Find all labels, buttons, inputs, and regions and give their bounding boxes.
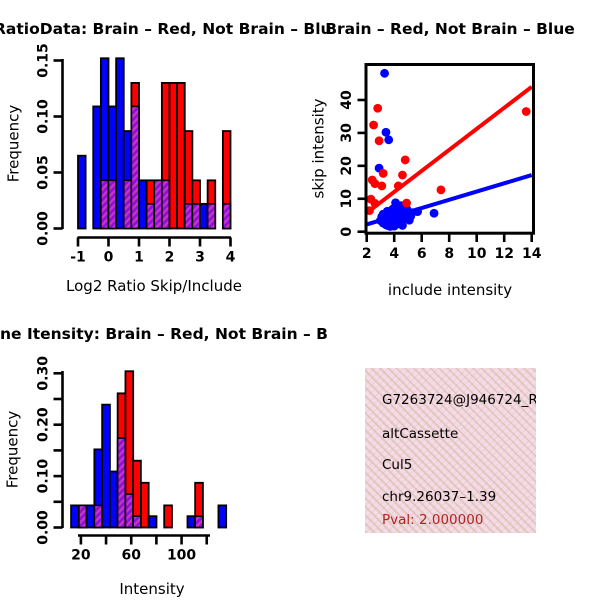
svg-text:40: 40 — [339, 90, 355, 110]
scatter-ylabel: skip intensity — [309, 98, 328, 199]
svg-text:0.10: 0.10 — [36, 99, 52, 134]
hist1-title: RatioData: Brain – Red, Not Brain – Blu — [0, 20, 332, 38]
svg-text:0.05: 0.05 — [36, 155, 52, 190]
svg-text:8: 8 — [444, 246, 454, 262]
info-locus: chr9.26037–1.39 — [382, 489, 497, 505]
hist1-xlabel: Log2 Ratio Skip/Include — [66, 277, 242, 295]
svg-text:6: 6 — [417, 246, 427, 262]
svg-text:20: 20 — [339, 156, 355, 176]
svg-text:1: 1 — [134, 250, 144, 266]
svg-text:12: 12 — [494, 246, 513, 262]
svg-text:4: 4 — [226, 250, 236, 266]
svg-text:0: 0 — [104, 250, 114, 266]
scatter-group: 2 4 6 8 10 12 14 0 10 20 30 40 — [339, 63, 542, 262]
svg-text:0.10: 0.10 — [36, 459, 52, 494]
info-gene-name: Cul5 — [382, 457, 413, 473]
ratio-hist-group: 0.00 0.05 0.10 0.15 -1 0 1 2 3 4 — [36, 43, 236, 265]
svg-text:0.15: 0.15 — [36, 43, 52, 78]
hist2-title: ne Itensity: Brain – Red, Not Brain – B — [0, 325, 328, 343]
scatter-xlabel: include intensity — [387, 281, 513, 299]
svg-text:10: 10 — [339, 189, 355, 209]
svg-text:20: 20 — [71, 548, 91, 564]
svg-text:0.00: 0.00 — [36, 510, 52, 545]
svg-text:0.30: 0.30 — [36, 356, 52, 391]
info-event-type: altCassette — [382, 426, 459, 442]
hist2-ylabel: Frequency — [3, 410, 22, 489]
svg-text:3: 3 — [195, 250, 205, 266]
hist1-ylabel: Frequency — [4, 104, 23, 183]
info-box: G7263724@J946724_R0 altCassette Cul5 chr… — [365, 368, 536, 533]
svg-text:0.00: 0.00 — [36, 211, 52, 246]
gene-hist-group: 0.00 0.10 0.20 0.30 20 60 100 — [36, 356, 228, 564]
svg-text:2: 2 — [362, 246, 372, 262]
svg-text:0.20: 0.20 — [36, 407, 52, 442]
info-gene-id: G7263724@J946724_R0 — [382, 392, 536, 408]
svg-text:0: 0 — [339, 227, 355, 237]
svg-text:4: 4 — [389, 246, 399, 262]
svg-text:10: 10 — [467, 246, 487, 262]
info-pval: Pval: 2.000000 — [382, 512, 484, 528]
hist2-xlabel: Intensity — [119, 580, 185, 598]
svg-text:2: 2 — [165, 250, 175, 266]
svg-text:14: 14 — [522, 246, 542, 262]
scatter-title: Brain – Red, Not Brain – Blue — [325, 20, 575, 38]
svg-text:-1: -1 — [70, 250, 86, 266]
svg-text:30: 30 — [339, 123, 355, 143]
svg-text:100: 100 — [167, 548, 196, 564]
svg-text:60: 60 — [121, 548, 141, 564]
